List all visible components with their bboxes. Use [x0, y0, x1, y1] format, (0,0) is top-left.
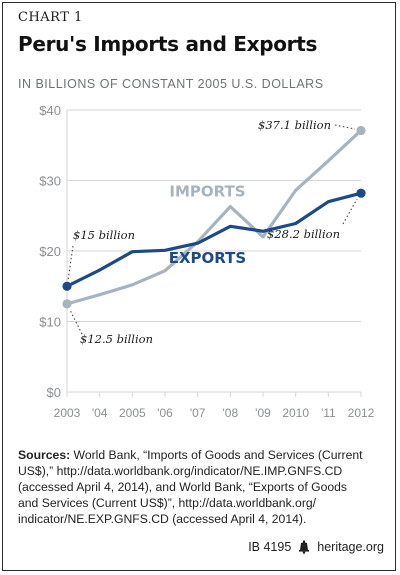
sources-label: Sources:	[18, 448, 71, 462]
series-lines	[62, 125, 366, 309]
sources-note: Sources: World Bank, “Imports of Goods a…	[18, 447, 368, 527]
series-labels: IMPORTS EXPORTS	[169, 183, 246, 267]
annotation-label: $28.2 billion	[267, 227, 340, 241]
series-line-exports	[65, 191, 363, 288]
chart-subtitle: IN BILLIONS OF CONSTANT 2005 U.S. DOLLAR…	[18, 77, 324, 91]
x-tick-labels: 2003 '04 2005 '06 '07 '08 '09 2010 '11 2012	[54, 406, 375, 420]
annotation-leader	[69, 309, 83, 335]
y-tick-label: $30	[39, 174, 61, 189]
x-tick-label: '04	[92, 406, 108, 420]
footer: IB 4195 heritage.org	[248, 540, 384, 554]
x-tick-label: 2010	[282, 406, 309, 420]
x-tick-label: 2012	[348, 406, 375, 420]
series-label-exports: EXPORTS	[169, 249, 246, 267]
data-point-exports	[356, 188, 366, 198]
x-tick-label: '08	[223, 406, 239, 420]
x-tick-label: 2003	[54, 406, 81, 420]
y-tick-label: $0	[47, 385, 61, 400]
line-chart: $0$10$20$30$40 2003'04 2005'06'07'08'09 20…	[39, 103, 375, 420]
series-line-imports	[65, 128, 363, 306]
x-tick-label: 2005	[119, 406, 146, 420]
annotation-leader	[67, 245, 74, 281]
x-tick-label: '07	[190, 406, 206, 420]
sources-text: World Bank, “Imports of Goods and Servic…	[18, 448, 363, 526]
gridlines	[66, 109, 362, 397]
chart-title: Peru's Imports and Exports	[18, 32, 318, 56]
annotation-leader	[334, 124, 356, 130]
x-tick-label: '09	[255, 406, 271, 420]
x-tick-label: '11	[321, 406, 336, 420]
chart-number-label: CHART 1	[18, 10, 83, 25]
annotation-label: $12.5 billion	[80, 332, 153, 346]
y-tick-label: $40	[39, 103, 61, 118]
annotation-leader	[342, 198, 358, 225]
issue-brief-id: IB 4195	[248, 540, 292, 554]
annotation-label: $15 billion	[73, 228, 135, 242]
liberty-bell-icon	[297, 540, 311, 554]
y-tick-label: $10	[39, 315, 61, 330]
annotations: $15 billion $12.5 billion $37.1 billion $28…	[67, 118, 358, 346]
data-point-imports	[62, 299, 72, 309]
data-point-exports	[62, 281, 72, 291]
site-name: heritage.org	[317, 540, 384, 554]
y-tick-label: $20	[39, 244, 61, 259]
series-label-imports: IMPORTS	[169, 183, 245, 201]
data-point-imports	[356, 125, 366, 136]
x-tick-label: '06	[157, 406, 173, 420]
y-tick-labels: $0 $10 $20 $30 $40	[39, 103, 61, 400]
annotation-label: $37.1 billion	[258, 118, 331, 132]
